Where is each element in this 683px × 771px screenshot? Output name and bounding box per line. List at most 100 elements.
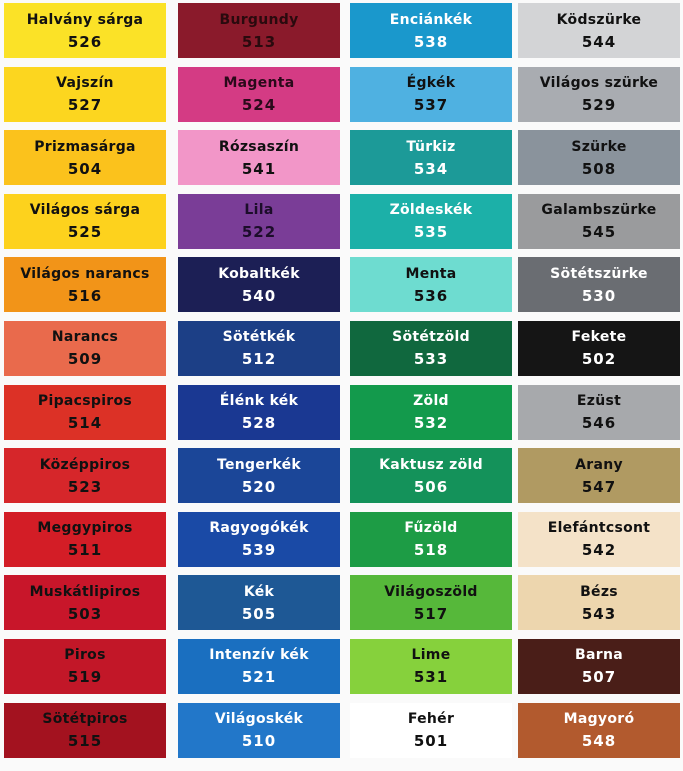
color-code: 533 [413,350,449,369]
color-swatch: Szürke 508 [518,130,680,186]
color-name: Sötétszürke [550,265,648,282]
color-code: 528 [241,414,277,433]
color-name: Világoszöld [384,583,478,600]
color-swatch: Lila 522 [178,193,340,249]
color-name: Középpiros [39,456,131,473]
color-swatch: Muskátlipiros 503 [4,575,166,631]
color-name: Galambszürke [541,202,657,219]
color-swatch: Piros 519 [4,638,166,694]
color-swatch: Sötétpiros 515 [4,702,166,758]
color-name: Kaktusz zöld [379,456,483,473]
color-name: Élénk kék [219,393,299,410]
color-swatch: Fűzöld 518 [350,511,512,567]
color-code: 508 [581,159,617,178]
color-column-4: Ködszürke 544 Világos szürke 529 Szürke 508 Ga… [518,3,680,766]
color-code: 538 [413,32,449,51]
color-swatch: Ködszürke 544 [518,3,680,58]
color-code: 519 [67,668,103,687]
color-swatch: Tengerkék 520 [178,448,340,504]
color-swatch: Világos sárga 525 [4,193,166,249]
color-code: 504 [67,159,103,178]
color-code: 527 [67,96,103,115]
color-code: 546 [581,414,617,433]
color-name: Ködszürke [556,11,642,28]
color-name: Arany [575,456,623,473]
color-swatch: Sötétzöld 533 [350,320,512,376]
color-swatch: Fekete 502 [518,320,680,376]
color-name: Menta [405,265,457,282]
color-code: 503 [67,604,103,623]
color-name: Burgundy [219,11,299,28]
color-code: 507 [581,668,617,687]
color-code: 542 [581,541,617,560]
color-swatch: Világos narancs 516 [4,257,166,313]
color-code: 525 [67,223,103,242]
color-name: Fűzöld [404,520,458,537]
color-code: 524 [241,96,277,115]
color-code: 522 [241,223,277,242]
color-code: 505 [241,604,277,623]
color-code: 532 [413,414,449,433]
color-code: 516 [67,286,103,305]
color-code: 510 [241,732,277,751]
color-name: Égkék [406,75,456,92]
color-name: Sötétzöld [392,329,470,346]
color-code: 541 [241,159,277,178]
color-swatch: Sötétkék 512 [178,320,340,376]
color-column-2: Burgundy 513 Magenta 524 Rózsaszín 541 Lila 522… [178,3,340,766]
color-code: 520 [241,477,277,496]
color-code: 513 [241,32,277,51]
color-name: Sötétpiros [42,711,128,728]
color-code: 515 [67,732,103,751]
color-code: 547 [581,477,617,496]
color-swatch: Magyoró 548 [518,702,680,758]
color-code: 531 [413,668,449,687]
color-name: Magenta [223,75,295,92]
color-code: 534 [413,159,449,178]
color-name: Ragyogókék [209,520,309,537]
color-swatch: Vajszín 527 [4,66,166,122]
color-name: Prizmasárga [34,138,136,155]
color-name: Elefántcsont [547,520,651,537]
color-swatch: Lime 531 [350,638,512,694]
color-name: Narancs [51,329,119,346]
color-name: Vajszín [56,75,114,92]
color-code: 530 [581,286,617,305]
color-swatch: Kaktusz zöld 506 [350,448,512,504]
color-swatch: Burgundy 513 [178,3,340,58]
color-name: Ezüst [576,393,622,410]
color-swatch: Barna 507 [518,638,680,694]
color-name: Tengerkék [216,456,301,473]
color-swatch: Ezüst 546 [518,384,680,440]
color-name: Fekete [571,329,627,346]
color-swatch: Prizmasárga 504 [4,130,166,186]
color-swatch: Világoskék 510 [178,702,340,758]
color-swatch: Meggypiros 511 [4,511,166,567]
color-code: 521 [241,668,277,687]
color-swatch: Enciánkék 538 [350,3,512,58]
color-swatch: Kobaltkék 540 [178,257,340,313]
color-swatch: Intenzív kék 521 [178,638,340,694]
color-swatch: Égkék 537 [350,66,512,122]
color-column-1: Halvány sárga 526 Vajszín 527 Prizmasárga 504… [4,3,166,766]
color-name: Világos szürke [539,75,659,92]
color-swatch: Galambszürke 545 [518,193,680,249]
color-name: Kobaltkék [218,265,300,282]
color-name: Halvány sárga [26,11,144,28]
color-swatch: Világoszöld 517 [350,575,512,631]
color-swatch: Középpiros 523 [4,448,166,504]
color-name: Zöldeskék [389,202,473,219]
color-swatch: Ragyogókék 539 [178,511,340,567]
color-name: Lila [244,202,274,219]
color-swatch: Pipacspiros 514 [4,384,166,440]
color-code: 535 [413,223,449,242]
color-name: Fehér [407,711,455,728]
color-name: Barna [575,647,623,664]
color-swatch: Halvány sárga 526 [4,3,166,58]
color-swatch: Narancs 509 [4,320,166,376]
color-code: 514 [67,414,103,433]
color-code: 540 [241,286,277,305]
color-name: Pipacspiros [37,393,133,410]
color-code: 518 [413,541,449,560]
color-code: 511 [67,541,103,560]
